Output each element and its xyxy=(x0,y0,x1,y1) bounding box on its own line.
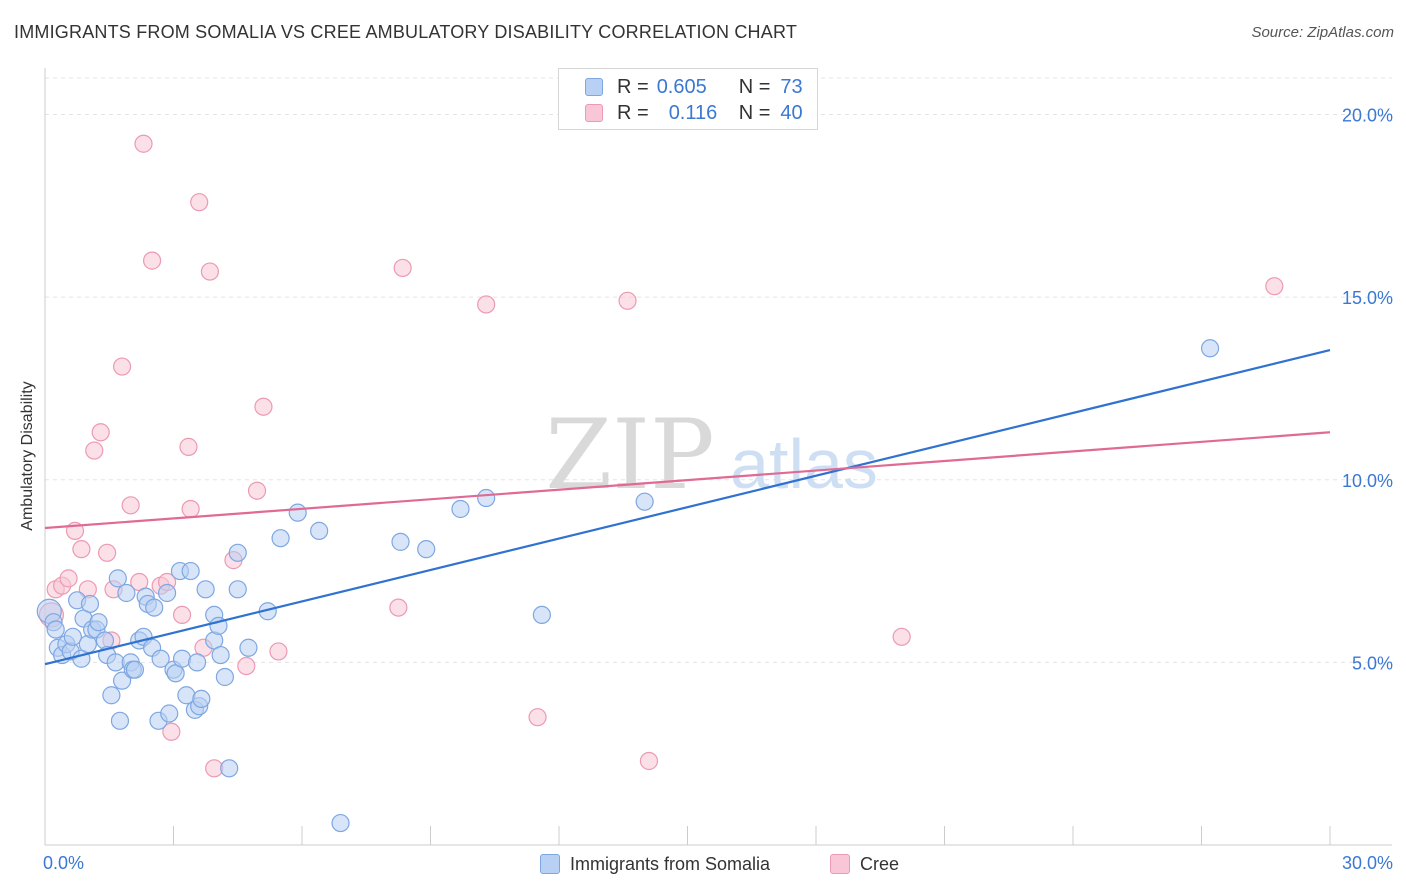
point-somalia xyxy=(125,660,145,679)
point-somalia xyxy=(117,583,136,603)
y-tick-label: 15.0% xyxy=(1342,288,1393,308)
point-somalia xyxy=(108,569,127,588)
point-somalia xyxy=(145,598,164,617)
y-tick-label: 5.0% xyxy=(1352,653,1393,673)
point-somalia xyxy=(1200,339,1220,358)
point-somalia xyxy=(239,638,258,657)
legend-r-value-somalia: 0.605 xyxy=(656,75,707,98)
point-somalia xyxy=(271,529,290,548)
point-somalia xyxy=(110,711,130,730)
point-somalia xyxy=(112,671,132,690)
legend-r-value-cree: 0.116 xyxy=(668,101,718,124)
trend-lines xyxy=(44,349,1331,666)
point-somalia xyxy=(192,689,211,709)
y-tick-label: 10.0% xyxy=(1342,471,1393,491)
point-cree xyxy=(121,496,140,515)
point-cree xyxy=(237,656,256,676)
point-cree xyxy=(892,627,911,646)
point-cree xyxy=(269,642,288,661)
point-cree xyxy=(393,258,412,278)
point-somalia xyxy=(228,580,247,599)
point-cree xyxy=(254,397,273,416)
point-cree xyxy=(98,543,117,562)
point-somalia xyxy=(451,499,470,519)
legend-swatch-somalia xyxy=(585,78,603,96)
point-cree xyxy=(72,540,91,559)
axes xyxy=(44,68,1392,846)
legend-row-cree: R = 0.116 N = 40 xyxy=(585,100,803,126)
legend-n-value-somalia: 73 xyxy=(780,75,803,98)
point-somalia xyxy=(532,605,551,625)
point-cree xyxy=(142,251,162,270)
point-cree xyxy=(112,357,132,376)
point-cree xyxy=(639,751,659,771)
x-tick-label: 30.0% xyxy=(1342,853,1393,873)
point-somalia xyxy=(151,649,170,668)
point-somalia xyxy=(160,704,179,723)
point-somalia xyxy=(310,521,329,540)
trend-line-somalia xyxy=(44,349,1331,666)
point-cree xyxy=(200,262,220,281)
legend-swatch-cree xyxy=(585,104,603,122)
point-somalia xyxy=(63,627,82,646)
point-cree xyxy=(1265,277,1284,296)
point-cree xyxy=(618,291,637,310)
point-cree xyxy=(134,134,153,153)
point-somalia xyxy=(288,503,307,522)
legend-r-label: R = xyxy=(617,101,649,124)
correlation-legend: R = 0.605 N = 73 R = 0.116 N = 40 xyxy=(558,68,818,130)
point-somalia xyxy=(417,540,436,559)
point-somalia xyxy=(477,488,496,508)
point-somalia xyxy=(220,759,239,778)
point-somalia xyxy=(635,492,654,511)
legend-n-label: N = xyxy=(738,75,771,98)
point-somalia xyxy=(215,667,234,687)
bottom-legend-swatch-somalia xyxy=(540,854,560,874)
point-somalia xyxy=(172,649,192,668)
point-somalia xyxy=(102,686,121,705)
bottom-legend-somalia: Immigrants from Somalia xyxy=(540,852,770,876)
point-somalia xyxy=(228,543,247,562)
point-cree xyxy=(179,437,198,456)
chart-title: IMMIGRANTS FROM SOMALIA VS CREE AMBULATO… xyxy=(14,22,798,42)
point-cree xyxy=(85,441,104,460)
legend-n-label: N = xyxy=(738,101,771,124)
watermark: ZIP atlas xyxy=(545,399,878,511)
tick-labels: 5.0% 10.0% 15.0% 20.0% 0.0% 30.0% xyxy=(43,106,1393,873)
bottom-legend-swatch-cree xyxy=(830,854,850,874)
point-cree xyxy=(59,569,78,588)
x-tick-label: 0.0% xyxy=(43,853,84,873)
point-somalia xyxy=(187,653,207,672)
trend-line-cree xyxy=(44,431,1331,530)
legend-r-label: R = xyxy=(617,75,649,98)
point-somalia xyxy=(391,532,410,551)
bottom-legend-label-cree: Cree xyxy=(860,853,900,874)
gridlines xyxy=(45,77,1392,663)
bottom-legend-label-somalia: Immigrants from Somalia xyxy=(570,853,771,874)
point-cree xyxy=(172,605,192,625)
point-cree xyxy=(181,499,200,519)
point-somalia xyxy=(46,620,65,639)
point-cree xyxy=(477,295,496,314)
source-label: Source: ZipAtlas.com xyxy=(1251,24,1394,41)
point-cree xyxy=(91,423,110,442)
point-somalia xyxy=(181,561,200,581)
bottom-legend-cree: Cree xyxy=(830,852,899,876)
legend-row-somalia: R = 0.605 N = 73 xyxy=(585,74,803,100)
point-cree xyxy=(247,481,267,500)
y-tick-label: 20.0% xyxy=(1342,106,1393,126)
point-somalia xyxy=(331,813,350,833)
point-somalia xyxy=(80,594,100,614)
watermark-zip: ZIP xyxy=(545,399,714,511)
point-somalia xyxy=(196,580,215,599)
point-cree xyxy=(162,722,181,741)
point-somalia xyxy=(157,583,177,603)
point-somalia xyxy=(211,645,230,665)
point-cree xyxy=(528,708,547,727)
point-somalia xyxy=(89,613,108,632)
point-cree xyxy=(190,193,209,212)
point-cree xyxy=(389,598,408,617)
legend-n-value-cree: 40 xyxy=(780,101,803,124)
